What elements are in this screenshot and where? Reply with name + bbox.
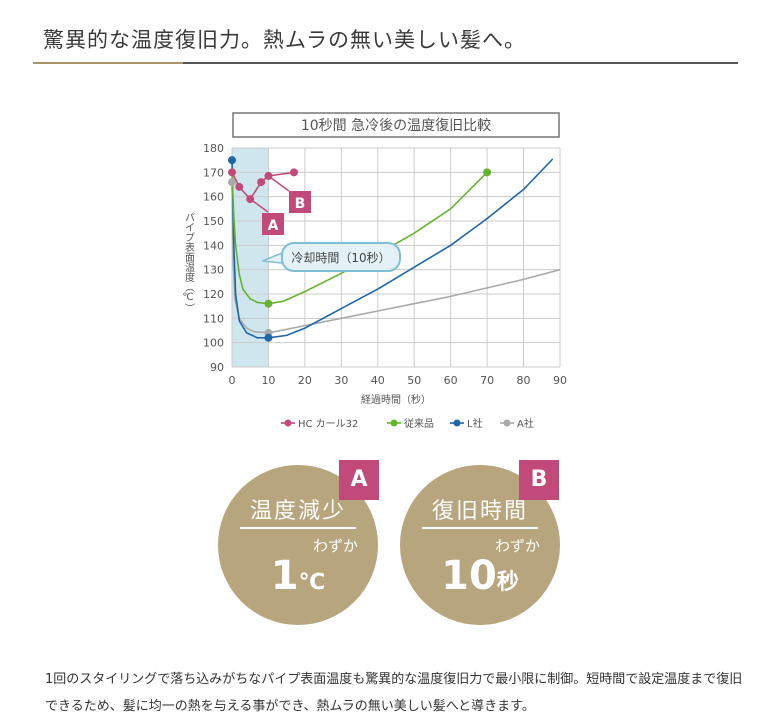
x-tick-label: 90 [553,374,567,387]
data-point [228,178,236,187]
feature-a-unit: ℃ [298,570,326,595]
title-divider [33,62,738,64]
series-line [231,171,488,305]
legend-label: 従来品 [404,417,434,430]
x-tick-label: 30 [334,374,348,387]
feature-a-note: わずか [312,537,358,555]
data-point [289,168,298,177]
description: 1回のスタイリングで落ち込みがちなパイプ表面温度も驚異的な温度復旧力で最小限に制… [45,666,745,720]
annotation-b-label: B [295,196,306,212]
y-tick-label: 170 [203,166,224,179]
x-tick-label: 80 [517,374,531,387]
feature-a-badge: A [339,460,379,500]
data-point [228,168,236,177]
y-tick-label: 90 [210,361,224,374]
annotation-a-leader [249,198,269,213]
legend-marker [503,419,511,427]
y-tick-label: 140 [203,239,224,252]
feature-a-divider [240,527,356,529]
legend-marker [284,419,292,427]
callout-label: 冷却時間（10秒） [291,251,390,265]
description-line-2: できるため、髪に均一の熱を与える事ができ、熱ムラの無い美しい髪へと導きます。 [45,699,535,714]
description-line-1: 1回のスタイリングで落ち込みがちなパイプ表面温度も驚異的な温度復旧力で最小限に制… [45,672,743,687]
feature-b-note: わずか [494,537,540,555]
data-point [264,299,273,308]
x-tick-label: 70 [480,374,494,387]
x-tick-label: 50 [407,374,421,387]
data-point [235,182,244,191]
callout-box [281,242,401,272]
y-tick-label: 120 [203,288,224,301]
feature-b-unit: 秒 [496,570,519,595]
series-line [231,158,554,339]
annotation-a-badge [262,213,284,235]
feature-b-title: 復旧時間 [431,499,528,524]
y-tick-label: 110 [203,312,224,325]
chart-title: 10秒間 急冷後の温度復旧比較 [301,117,491,134]
y-tick-label: 150 [203,215,224,228]
y-tick-label: 130 [203,264,224,277]
title-divider-accent [33,62,183,64]
y-tick-label: 180 [203,142,224,155]
x-axis-label: 経過時間（秒） [361,393,431,406]
x-tick-label: 40 [371,374,385,387]
page-title: 驚異的な温度復旧力。熱ムラの無い美しい髪へ。 [43,28,526,52]
feature-a-value: 1 [270,553,299,599]
feature-a-title: 温度減少 [249,499,346,524]
legend-label: A社 [517,417,534,430]
x-tick-label: 60 [444,374,458,387]
feature-a-value-group: 1℃ [218,553,378,599]
annotation-b-leader [268,175,290,192]
feature-b-value: 10 [441,553,497,599]
data-point [483,168,492,177]
annotation-a-label: A [268,218,279,234]
legend-label: L社 [467,417,483,430]
data-point [228,156,236,165]
annotation-b-badge [289,191,311,213]
x-tick-label: 20 [298,374,312,387]
data-point [264,333,273,342]
y-tick-label: 160 [203,191,224,204]
feature-b-value-group: 10秒 [400,553,560,599]
temperature-recovery-chart: 10秒間 急冷後の温度復旧比較 0 10 20 30 40 50 60 70 80 90 90 100 1… [182,112,567,430]
legend-marker [453,419,461,427]
feature-b-divider [422,527,538,529]
y-tick-label: 100 [203,337,224,350]
y-axis-label: パイプ表面温度（℃） [182,212,194,313]
x-tick-label: 0 [229,374,236,387]
x-tick-label: 10 [261,374,275,387]
legend-label: HC カール32 [298,418,358,430]
legend-marker [390,419,398,427]
chart-title-box [232,112,560,138]
feature-b-badge: B [519,460,559,500]
data-point [257,178,266,187]
